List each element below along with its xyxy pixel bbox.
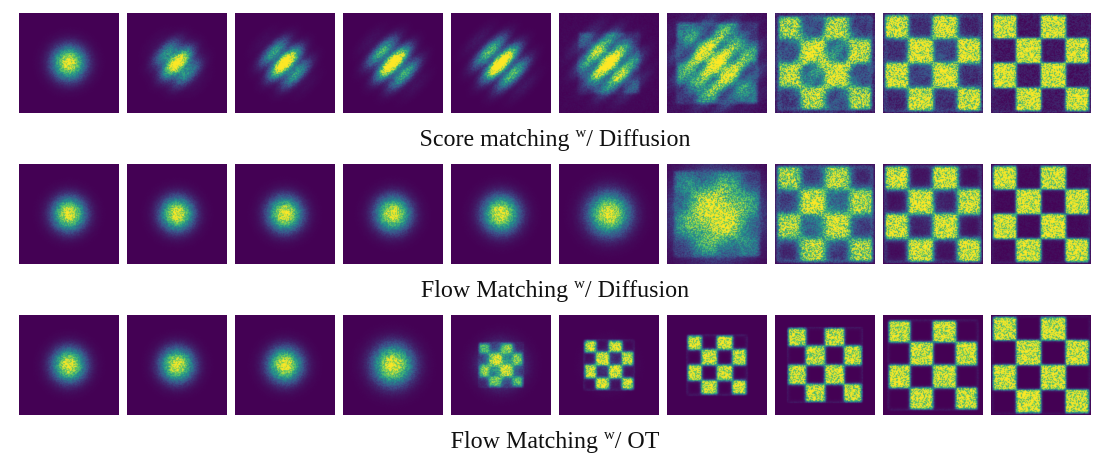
caption-text: Flow Matching bbox=[420, 277, 575, 303]
density-panel bbox=[667, 315, 767, 415]
caption-text: / Diffusion bbox=[586, 126, 691, 152]
density-panel bbox=[559, 13, 659, 113]
density-panel bbox=[775, 13, 875, 113]
density-panel bbox=[19, 315, 119, 415]
caption-superscript-w: w bbox=[575, 125, 587, 141]
density-panel bbox=[559, 315, 659, 415]
density-panel bbox=[775, 164, 875, 264]
density-panel bbox=[667, 164, 767, 264]
density-panel bbox=[235, 164, 335, 264]
density-panel bbox=[127, 13, 227, 113]
density-panel bbox=[667, 13, 767, 113]
panel-strip-score-matching bbox=[0, 13, 1110, 113]
figure-sample-trajectories: Score matching w/ Diffusion Flow Matchin… bbox=[0, 13, 1110, 456]
caption-text: / Diffusion bbox=[584, 277, 690, 303]
density-panel bbox=[991, 315, 1091, 415]
density-panel bbox=[343, 315, 443, 415]
panel-strip-flow-matching-ot bbox=[0, 315, 1110, 415]
density-panel bbox=[127, 164, 227, 264]
caption-superscript-w: w bbox=[603, 427, 615, 443]
caption-text: Score matching bbox=[419, 126, 576, 152]
density-panel bbox=[235, 315, 335, 415]
density-panel bbox=[235, 13, 335, 113]
density-panel bbox=[451, 315, 551, 415]
density-panel bbox=[991, 164, 1091, 264]
density-panel bbox=[991, 13, 1091, 113]
density-panel bbox=[343, 13, 443, 113]
density-panel bbox=[883, 315, 983, 415]
density-panel bbox=[127, 315, 227, 415]
row-flow-matching-diffusion: Flow Matching w/ Diffusion bbox=[0, 164, 1110, 305]
density-panel bbox=[451, 164, 551, 264]
caption-superscript-w: w bbox=[574, 276, 585, 292]
density-panel bbox=[19, 164, 119, 264]
row-caption-flow-matching-ot: Flow Matching w/ OT bbox=[0, 420, 1110, 456]
row-caption-flow-matching-diffusion: Flow Matching w/ Diffusion bbox=[0, 269, 1110, 305]
density-panel bbox=[883, 164, 983, 264]
density-panel bbox=[775, 315, 875, 415]
caption-text: Flow Matching bbox=[450, 428, 604, 454]
caption-text: / OT bbox=[614, 428, 660, 454]
density-panel bbox=[451, 13, 551, 113]
row-score-matching-diffusion: Score matching w/ Diffusion bbox=[0, 13, 1110, 154]
row-flow-matching-ot: Flow Matching w/ OT bbox=[0, 315, 1110, 456]
density-panel bbox=[19, 13, 119, 113]
density-panel bbox=[559, 164, 659, 264]
row-caption-score-matching: Score matching w/ Diffusion bbox=[0, 118, 1110, 154]
density-panel bbox=[883, 13, 983, 113]
density-panel bbox=[343, 164, 443, 264]
panel-strip-flow-matching-diffusion bbox=[0, 164, 1110, 264]
